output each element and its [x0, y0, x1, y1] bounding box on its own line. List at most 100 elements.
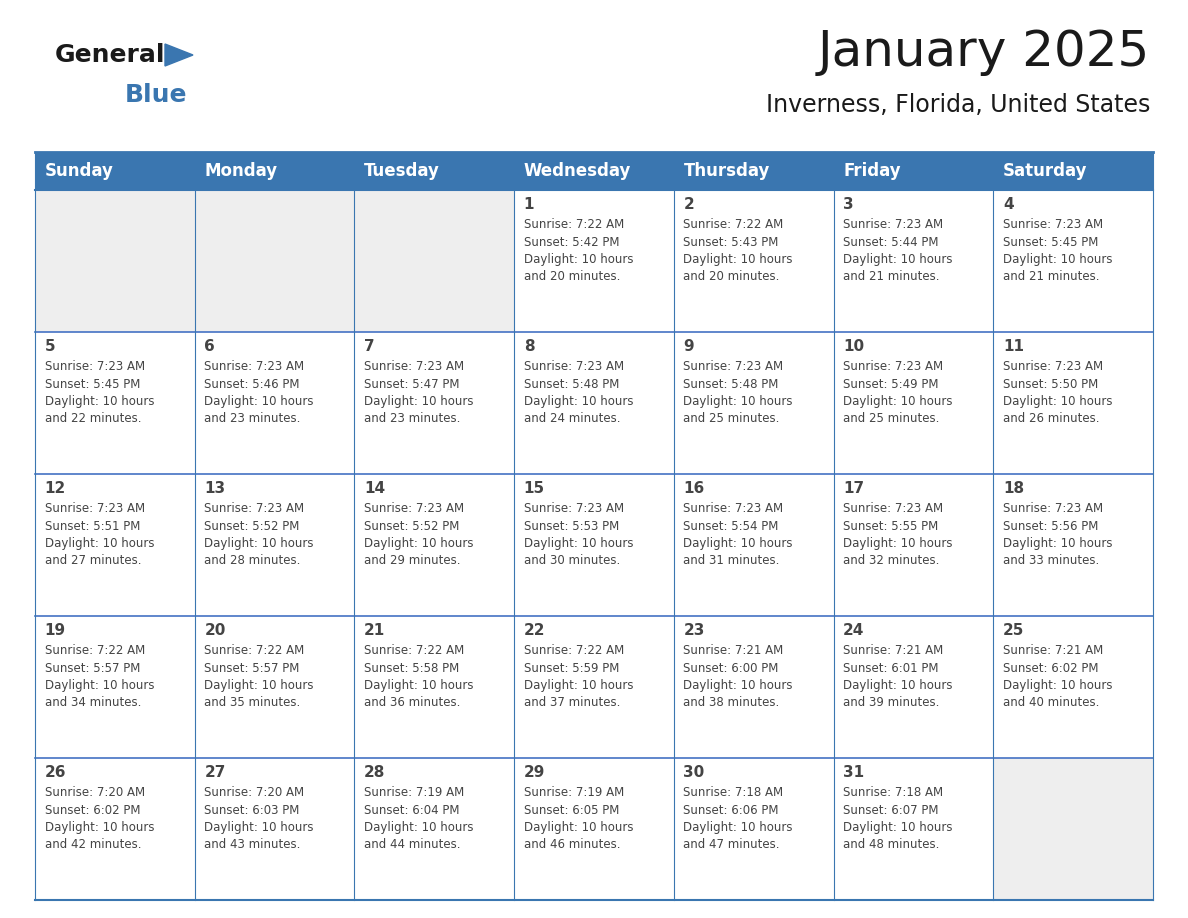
Bar: [34, 474, 195, 616]
Text: Sunrise: 7:19 AM
Sunset: 6:05 PM
Daylight: 10 hours
and 46 minutes.: Sunrise: 7:19 AM Sunset: 6:05 PM Dayligh…: [524, 786, 633, 852]
Text: Sunrise: 7:23 AM
Sunset: 5:50 PM
Daylight: 10 hours
and 26 minutes.: Sunrise: 7:23 AM Sunset: 5:50 PM Dayligh…: [1003, 360, 1112, 426]
Bar: [514, 474, 674, 616]
Polygon shape: [165, 44, 192, 66]
Text: Sunrise: 7:23 AM
Sunset: 5:52 PM
Daylight: 10 hours
and 28 minutes.: Sunrise: 7:23 AM Sunset: 5:52 PM Dayligh…: [204, 502, 314, 567]
Bar: [674, 332, 834, 474]
Text: Sunrise: 7:23 AM
Sunset: 5:46 PM
Daylight: 10 hours
and 23 minutes.: Sunrise: 7:23 AM Sunset: 5:46 PM Dayligh…: [204, 360, 314, 426]
Text: Sunrise: 7:18 AM
Sunset: 6:06 PM
Daylight: 10 hours
and 47 minutes.: Sunrise: 7:18 AM Sunset: 6:06 PM Dayligh…: [683, 786, 792, 852]
Bar: [834, 332, 993, 474]
Bar: [354, 474, 514, 616]
Bar: [834, 758, 993, 900]
Bar: [514, 616, 674, 758]
Text: Blue: Blue: [125, 83, 188, 107]
Text: 27: 27: [204, 765, 226, 780]
Text: Sunrise: 7:23 AM
Sunset: 5:55 PM
Daylight: 10 hours
and 32 minutes.: Sunrise: 7:23 AM Sunset: 5:55 PM Dayligh…: [843, 502, 953, 567]
Text: 20: 20: [204, 623, 226, 638]
Text: Sunrise: 7:18 AM
Sunset: 6:07 PM
Daylight: 10 hours
and 48 minutes.: Sunrise: 7:18 AM Sunset: 6:07 PM Dayligh…: [843, 786, 953, 852]
Bar: [34, 190, 195, 332]
Text: 21: 21: [364, 623, 385, 638]
Bar: [514, 758, 674, 900]
Text: General: General: [55, 43, 165, 67]
Text: 13: 13: [204, 481, 226, 496]
Bar: [674, 190, 834, 332]
Text: 14: 14: [364, 481, 385, 496]
Bar: [514, 190, 674, 332]
Bar: [34, 152, 1154, 190]
Text: 6: 6: [204, 339, 215, 354]
Bar: [993, 332, 1154, 474]
Text: Sunrise: 7:23 AM
Sunset: 5:52 PM
Daylight: 10 hours
and 29 minutes.: Sunrise: 7:23 AM Sunset: 5:52 PM Dayligh…: [364, 502, 474, 567]
Bar: [834, 474, 993, 616]
Text: Sunrise: 7:23 AM
Sunset: 5:51 PM
Daylight: 10 hours
and 27 minutes.: Sunrise: 7:23 AM Sunset: 5:51 PM Dayligh…: [45, 502, 154, 567]
Text: 8: 8: [524, 339, 535, 354]
Text: Sunrise: 7:21 AM
Sunset: 6:02 PM
Daylight: 10 hours
and 40 minutes.: Sunrise: 7:21 AM Sunset: 6:02 PM Dayligh…: [1003, 644, 1112, 710]
Bar: [674, 616, 834, 758]
Text: Wednesday: Wednesday: [524, 162, 631, 180]
Text: Sunrise: 7:23 AM
Sunset: 5:45 PM
Daylight: 10 hours
and 21 minutes.: Sunrise: 7:23 AM Sunset: 5:45 PM Dayligh…: [1003, 218, 1112, 284]
Text: Sunrise: 7:23 AM
Sunset: 5:48 PM
Daylight: 10 hours
and 24 minutes.: Sunrise: 7:23 AM Sunset: 5:48 PM Dayligh…: [524, 360, 633, 426]
Text: Sunrise: 7:23 AM
Sunset: 5:54 PM
Daylight: 10 hours
and 31 minutes.: Sunrise: 7:23 AM Sunset: 5:54 PM Dayligh…: [683, 502, 792, 567]
Text: Tuesday: Tuesday: [364, 162, 440, 180]
Text: Sunrise: 7:19 AM
Sunset: 6:04 PM
Daylight: 10 hours
and 44 minutes.: Sunrise: 7:19 AM Sunset: 6:04 PM Dayligh…: [364, 786, 474, 852]
Text: 15: 15: [524, 481, 545, 496]
Text: 17: 17: [843, 481, 865, 496]
Text: Sunrise: 7:23 AM
Sunset: 5:53 PM
Daylight: 10 hours
and 30 minutes.: Sunrise: 7:23 AM Sunset: 5:53 PM Dayligh…: [524, 502, 633, 567]
Text: Sunrise: 7:20 AM
Sunset: 6:02 PM
Daylight: 10 hours
and 42 minutes.: Sunrise: 7:20 AM Sunset: 6:02 PM Dayligh…: [45, 786, 154, 852]
Text: Friday: Friday: [843, 162, 901, 180]
Text: Thursday: Thursday: [683, 162, 770, 180]
Bar: [195, 190, 354, 332]
Text: Sunrise: 7:23 AM
Sunset: 5:48 PM
Daylight: 10 hours
and 25 minutes.: Sunrise: 7:23 AM Sunset: 5:48 PM Dayligh…: [683, 360, 792, 426]
Bar: [195, 616, 354, 758]
Text: Saturday: Saturday: [1003, 162, 1087, 180]
Text: 16: 16: [683, 481, 704, 496]
Text: 19: 19: [45, 623, 65, 638]
Bar: [834, 616, 993, 758]
Text: Sunrise: 7:23 AM
Sunset: 5:56 PM
Daylight: 10 hours
and 33 minutes.: Sunrise: 7:23 AM Sunset: 5:56 PM Dayligh…: [1003, 502, 1112, 567]
Bar: [354, 758, 514, 900]
Bar: [354, 616, 514, 758]
Bar: [354, 190, 514, 332]
Text: Sunrise: 7:22 AM
Sunset: 5:59 PM
Daylight: 10 hours
and 37 minutes.: Sunrise: 7:22 AM Sunset: 5:59 PM Dayligh…: [524, 644, 633, 710]
Text: Sunrise: 7:23 AM
Sunset: 5:47 PM
Daylight: 10 hours
and 23 minutes.: Sunrise: 7:23 AM Sunset: 5:47 PM Dayligh…: [364, 360, 474, 426]
Text: 24: 24: [843, 623, 865, 638]
Text: 30: 30: [683, 765, 704, 780]
Bar: [195, 474, 354, 616]
Text: 9: 9: [683, 339, 694, 354]
Text: Inverness, Florida, United States: Inverness, Florida, United States: [765, 93, 1150, 117]
Text: 22: 22: [524, 623, 545, 638]
Text: Sunrise: 7:22 AM
Sunset: 5:58 PM
Daylight: 10 hours
and 36 minutes.: Sunrise: 7:22 AM Sunset: 5:58 PM Dayligh…: [364, 644, 474, 710]
Bar: [195, 332, 354, 474]
Bar: [514, 332, 674, 474]
Text: 28: 28: [364, 765, 385, 780]
Bar: [993, 616, 1154, 758]
Text: Monday: Monday: [204, 162, 278, 180]
Bar: [993, 474, 1154, 616]
Text: 23: 23: [683, 623, 704, 638]
Text: January 2025: January 2025: [817, 28, 1150, 76]
Bar: [674, 474, 834, 616]
Text: Sunrise: 7:23 AM
Sunset: 5:49 PM
Daylight: 10 hours
and 25 minutes.: Sunrise: 7:23 AM Sunset: 5:49 PM Dayligh…: [843, 360, 953, 426]
Text: 31: 31: [843, 765, 865, 780]
Text: Sunrise: 7:21 AM
Sunset: 6:00 PM
Daylight: 10 hours
and 38 minutes.: Sunrise: 7:21 AM Sunset: 6:00 PM Dayligh…: [683, 644, 792, 710]
Text: Sunrise: 7:22 AM
Sunset: 5:57 PM
Daylight: 10 hours
and 35 minutes.: Sunrise: 7:22 AM Sunset: 5:57 PM Dayligh…: [204, 644, 314, 710]
Text: 29: 29: [524, 765, 545, 780]
Text: Sunrise: 7:22 AM
Sunset: 5:57 PM
Daylight: 10 hours
and 34 minutes.: Sunrise: 7:22 AM Sunset: 5:57 PM Dayligh…: [45, 644, 154, 710]
Bar: [993, 758, 1154, 900]
Text: 26: 26: [45, 765, 67, 780]
Text: Sunrise: 7:22 AM
Sunset: 5:42 PM
Daylight: 10 hours
and 20 minutes.: Sunrise: 7:22 AM Sunset: 5:42 PM Dayligh…: [524, 218, 633, 284]
Text: 10: 10: [843, 339, 865, 354]
Text: Sunrise: 7:20 AM
Sunset: 6:03 PM
Daylight: 10 hours
and 43 minutes.: Sunrise: 7:20 AM Sunset: 6:03 PM Dayligh…: [204, 786, 314, 852]
Text: Sunrise: 7:23 AM
Sunset: 5:45 PM
Daylight: 10 hours
and 22 minutes.: Sunrise: 7:23 AM Sunset: 5:45 PM Dayligh…: [45, 360, 154, 426]
Bar: [993, 190, 1154, 332]
Text: Sunrise: 7:22 AM
Sunset: 5:43 PM
Daylight: 10 hours
and 20 minutes.: Sunrise: 7:22 AM Sunset: 5:43 PM Dayligh…: [683, 218, 792, 284]
Text: 2: 2: [683, 197, 694, 212]
Text: 3: 3: [843, 197, 854, 212]
Text: 4: 4: [1003, 197, 1013, 212]
Text: 12: 12: [45, 481, 65, 496]
Bar: [674, 758, 834, 900]
Text: 25: 25: [1003, 623, 1024, 638]
Bar: [34, 332, 195, 474]
Text: 11: 11: [1003, 339, 1024, 354]
Bar: [34, 616, 195, 758]
Bar: [34, 758, 195, 900]
